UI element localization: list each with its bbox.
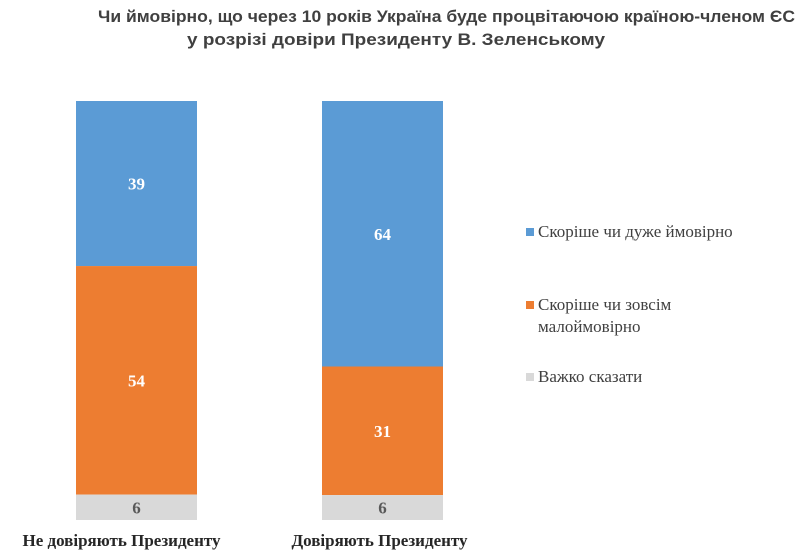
data-label: 64 bbox=[374, 225, 392, 244]
chart-title-line-1: Чи ймовірно, що через 10 років Україна б… bbox=[98, 7, 795, 26]
legend-label: Важко сказати bbox=[538, 367, 642, 386]
bars-group: 39 54 6 64 31 6 bbox=[76, 101, 443, 520]
bar-segment-2-1 bbox=[322, 495, 443, 520]
bar-segment-1-0 bbox=[76, 266, 197, 495]
data-label: 54 bbox=[128, 371, 146, 390]
data-label: 31 bbox=[374, 422, 391, 441]
legend-swatch bbox=[526, 373, 534, 381]
category-label: Довіряють Президенту bbox=[291, 531, 468, 550]
data-label: 6 bbox=[378, 499, 387, 518]
data-label: 39 bbox=[128, 175, 145, 194]
category-label: Не довіряють Президенту bbox=[22, 531, 221, 550]
legend-label: Скоріше чи зовсім bbox=[538, 295, 672, 314]
category-labels: Не довіряють Президенту Довіряють Президе… bbox=[22, 531, 468, 550]
legend-label: малоймовірно bbox=[538, 317, 641, 336]
legend: Скоріше чи дуже ймовірно Скоріше чи зовсі… bbox=[526, 222, 733, 386]
legend-swatch bbox=[526, 301, 534, 309]
bar-segment-1-1 bbox=[322, 366, 443, 496]
bar-segment-0-1 bbox=[322, 101, 443, 367]
data-label: 6 bbox=[132, 498, 141, 517]
chart-title-line-2: у розрізі довіри Президенту В. Зеленсько… bbox=[187, 30, 606, 49]
legend-swatch bbox=[526, 228, 534, 236]
legend-label: Скоріше чи дуже ймовірно bbox=[538, 222, 733, 241]
bar-segment-0-0 bbox=[76, 101, 197, 267]
bar-segment-2-0 bbox=[76, 494, 197, 520]
